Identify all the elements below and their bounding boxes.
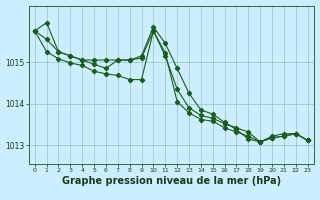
- X-axis label: Graphe pression niveau de la mer (hPa): Graphe pression niveau de la mer (hPa): [62, 176, 281, 186]
